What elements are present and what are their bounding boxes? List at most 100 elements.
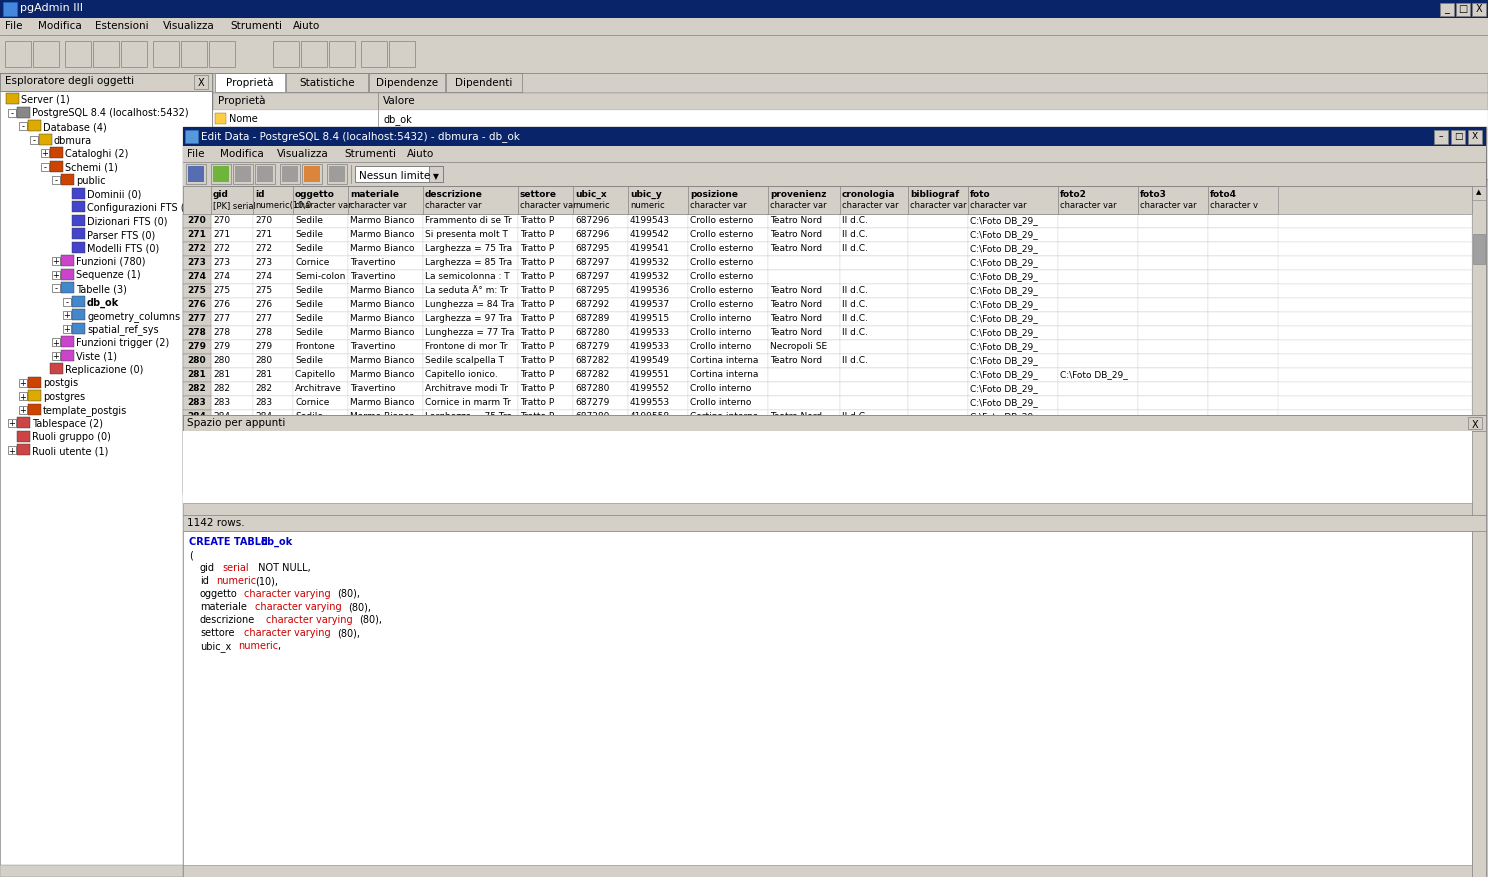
Text: foto3: foto3	[1140, 190, 1167, 199]
Bar	[348, 368, 423, 382]
Text: character varying: character varying	[254, 602, 342, 612]
Text: ,: ,	[277, 641, 280, 651]
Text: C:\Foto DB_29_: C:\Foto DB_29_	[970, 300, 1037, 309]
Bar	[253, 410, 293, 424]
Bar	[183, 452, 211, 466]
Bar	[121, 41, 147, 67]
Text: C:\Foto DB_29_: C:\Foto DB_29_	[970, 244, 1037, 253]
Bar	[1451, 130, 1466, 144]
Bar	[1058, 186, 1138, 214]
Text: C:\Foto DB_29_: C:\Foto DB_29_	[970, 468, 1037, 477]
Bar	[687, 298, 768, 312]
Bar	[185, 130, 198, 143]
Bar	[573, 312, 628, 326]
Text: (80),: (80),	[338, 589, 360, 599]
Text: +: +	[52, 339, 60, 347]
Bar	[253, 186, 293, 214]
Text: 4199553: 4199553	[629, 398, 670, 407]
Bar	[1208, 340, 1278, 354]
Bar	[183, 270, 1472, 284]
Bar	[687, 256, 768, 270]
Bar	[183, 396, 211, 410]
Bar	[42, 149, 49, 157]
Text: 687297: 687297	[574, 258, 610, 267]
Bar	[518, 466, 573, 480]
Bar	[518, 242, 573, 256]
Text: 287: 287	[187, 454, 207, 463]
Bar	[768, 382, 841, 396]
Bar	[71, 215, 85, 225]
Bar	[253, 270, 293, 284]
Bar	[1208, 256, 1278, 270]
Bar	[768, 340, 841, 354]
Bar	[768, 480, 841, 494]
Bar	[348, 256, 423, 270]
Bar	[28, 390, 42, 401]
Text: Frontone di mor Tr: Frontone di mor Tr	[426, 342, 507, 351]
Bar	[518, 270, 573, 284]
Text: Tratto P: Tratto P	[519, 244, 554, 253]
Bar	[687, 270, 768, 284]
Bar	[841, 326, 908, 340]
Bar	[211, 480, 253, 494]
Text: 271: 271	[254, 230, 272, 239]
Text: serial: serial	[222, 563, 248, 573]
Bar	[183, 396, 1472, 410]
Bar	[841, 368, 908, 382]
Bar	[423, 368, 518, 382]
Text: C:\Foto DB_29_: C:\Foto DB_29_	[970, 426, 1037, 435]
Text: 4199542: 4199542	[629, 230, 670, 239]
Bar	[687, 466, 768, 480]
Bar	[211, 340, 253, 354]
Bar	[908, 312, 969, 326]
Text: Marmo Bianco: Marmo Bianco	[350, 482, 415, 491]
Bar	[423, 480, 518, 494]
Text: Crollo interno: Crollo interno	[690, 482, 751, 491]
Bar	[573, 410, 628, 424]
Text: 273: 273	[187, 258, 207, 267]
Text: C:\Foto DB_29_: C:\Foto DB_29_	[970, 370, 1037, 379]
Text: Replicazione (0): Replicazione (0)	[65, 365, 143, 375]
Bar	[423, 298, 518, 312]
Bar	[16, 417, 30, 428]
Bar	[908, 298, 969, 312]
Bar	[52, 270, 60, 279]
Bar	[687, 480, 768, 494]
Bar	[908, 438, 969, 452]
Text: Marmo Bianco: Marmo Bianco	[350, 230, 415, 239]
Text: bibliograf: bibliograf	[911, 190, 960, 199]
Text: CREATE TABLE: CREATE TABLE	[189, 537, 271, 547]
Bar	[183, 146, 1487, 162]
Bar	[1138, 228, 1208, 242]
Text: Crollo interno: Crollo interno	[690, 314, 751, 323]
Text: 279: 279	[213, 342, 231, 351]
Text: descrizione: descrizione	[426, 190, 484, 199]
Bar	[423, 242, 518, 256]
Text: 284: 284	[187, 412, 207, 421]
Text: Teatro Nord: Teatro Nord	[769, 426, 823, 435]
Text: File: File	[187, 149, 204, 159]
Text: 275: 275	[213, 286, 231, 295]
Text: Sedile: Sedile	[295, 216, 323, 225]
Bar	[628, 312, 687, 326]
Text: Si presenta molt T: Si presenta molt T	[426, 230, 507, 239]
Text: 4199560: 4199560	[629, 468, 670, 477]
Text: 272: 272	[187, 244, 207, 253]
Bar	[183, 438, 1472, 452]
Text: Crollo interno: Crollo interno	[690, 454, 751, 463]
Text: 279: 279	[187, 342, 207, 351]
Text: Teatro Nord: Teatro Nord	[769, 440, 823, 449]
Bar	[518, 396, 573, 410]
Bar	[841, 340, 908, 354]
Text: 287: 287	[254, 454, 272, 463]
Bar	[211, 284, 253, 298]
Bar	[423, 438, 518, 452]
Bar	[211, 396, 253, 410]
Bar	[628, 368, 687, 382]
Text: character var: character var	[769, 201, 827, 210]
Text: Tratto P: Tratto P	[519, 286, 554, 295]
Text: 286: 286	[187, 440, 207, 449]
Bar	[1455, 3, 1470, 16]
Bar	[253, 340, 293, 354]
Text: Tratto P: Tratto P	[519, 342, 554, 351]
